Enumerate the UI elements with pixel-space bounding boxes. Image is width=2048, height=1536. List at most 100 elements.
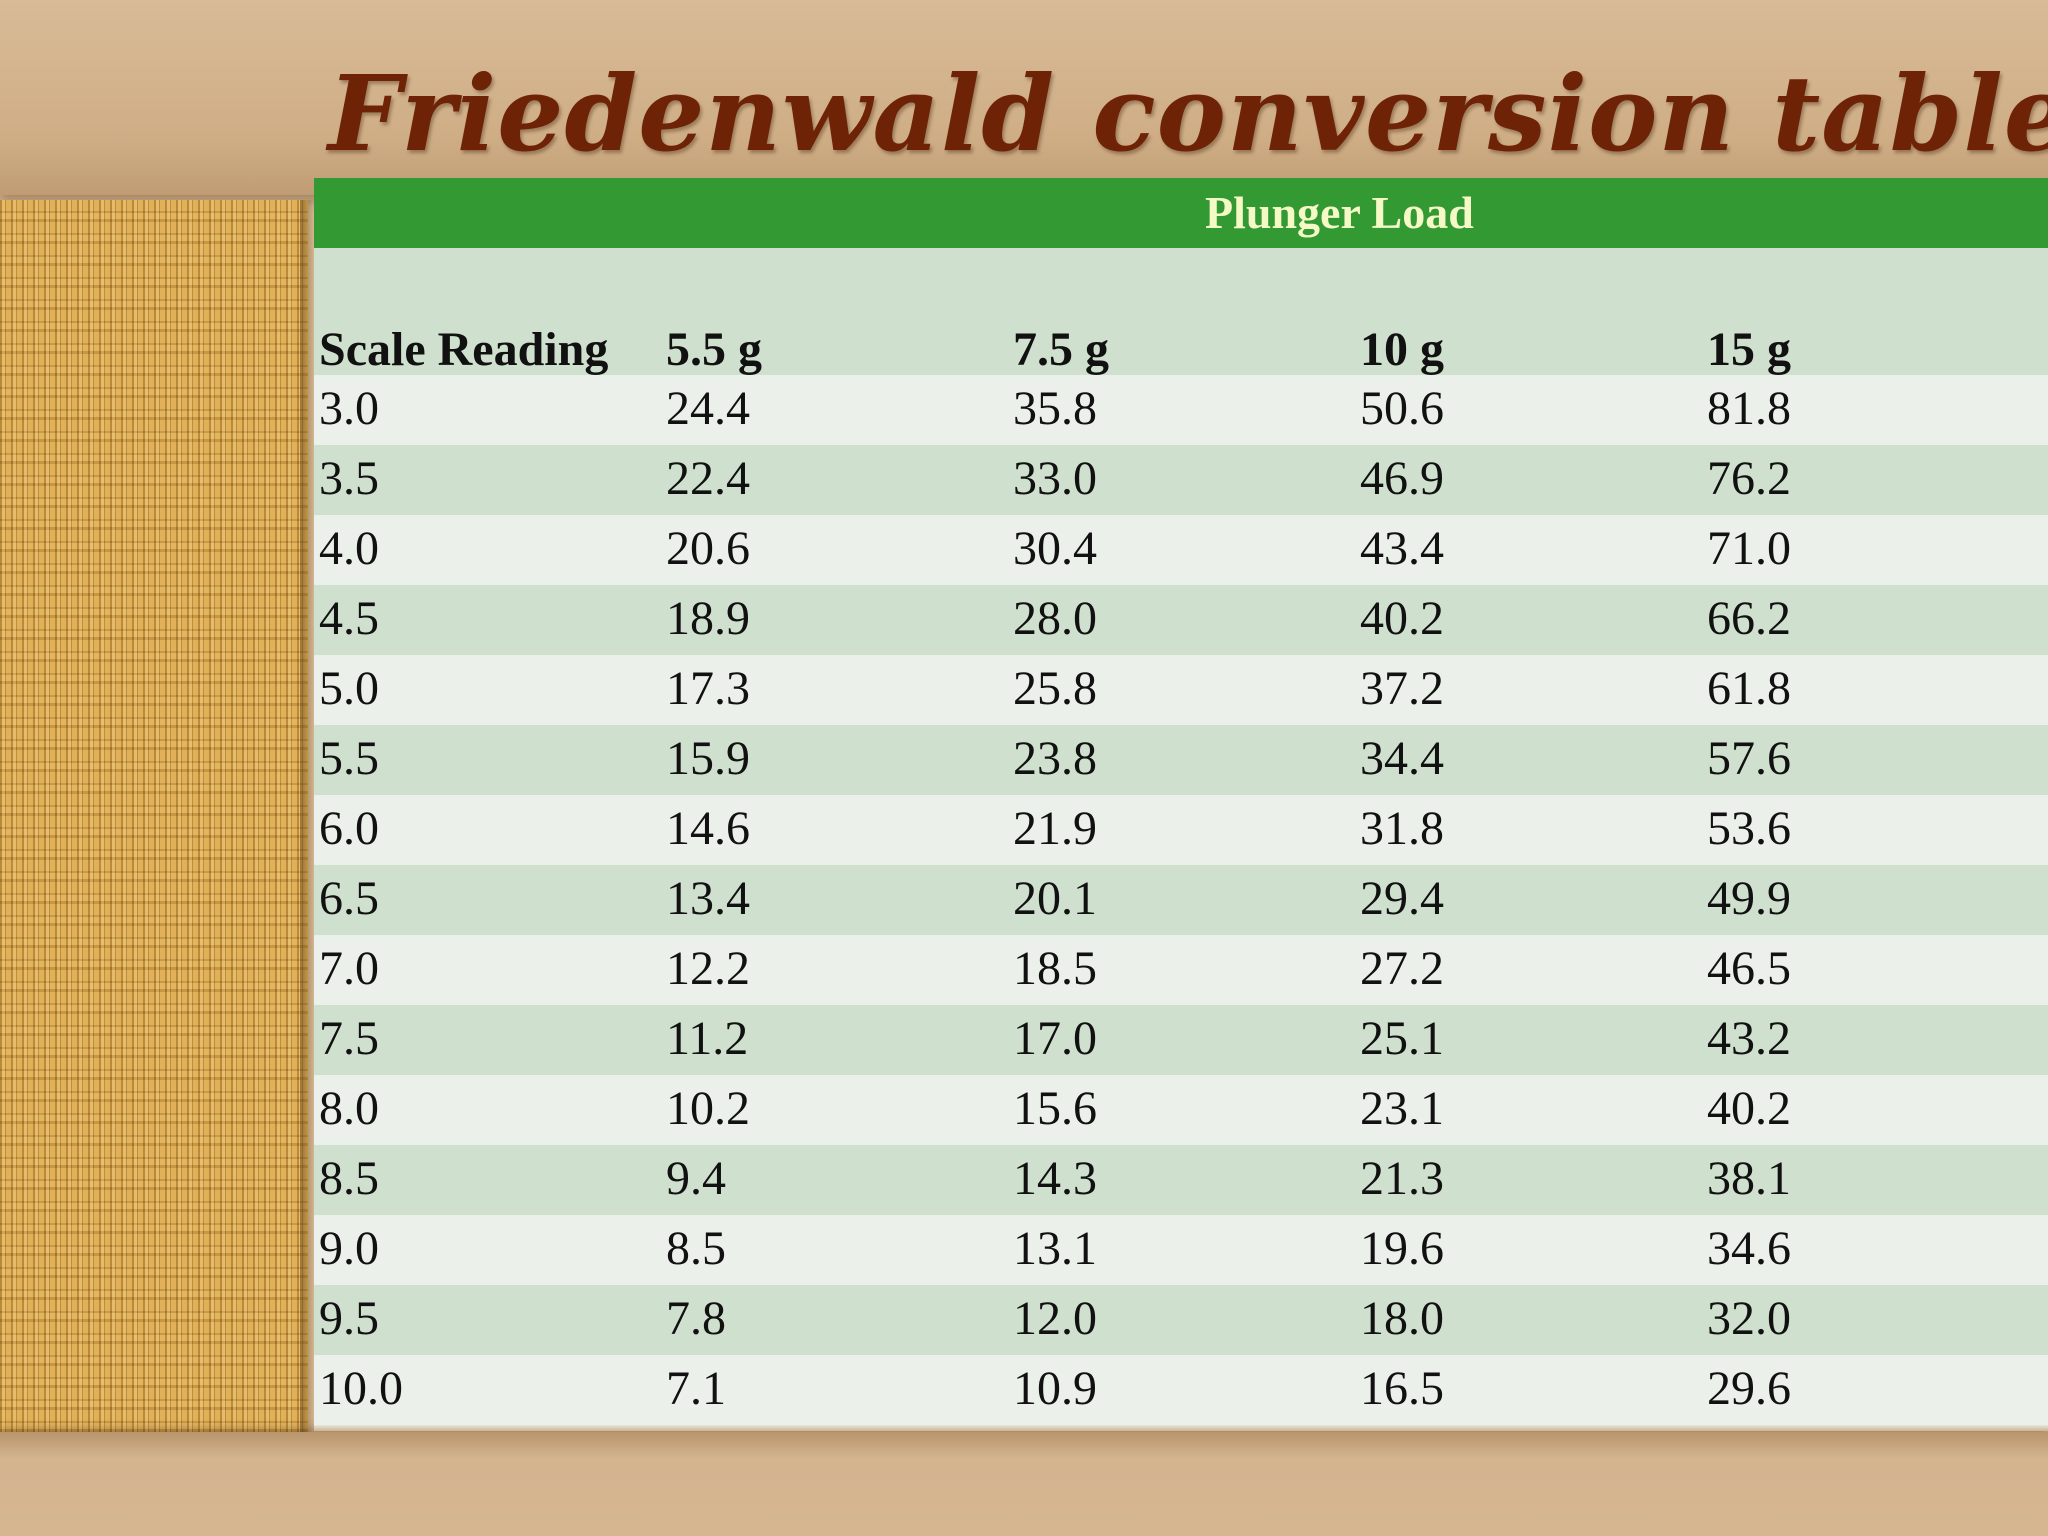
texture-shadow — [300, 200, 314, 1432]
scale-reading-cell: 9.5 — [319, 1292, 379, 1345]
table-cell: 19.6 — [1360, 1222, 1444, 1275]
scale-reading-cell: 5.5 — [319, 732, 379, 785]
table-cell: 27.2 — [1360, 942, 1444, 995]
table-row: 5.5 15.9 23.8 34.4 57.6 — [314, 725, 2048, 795]
table-cell: 53.6 — [1707, 802, 1791, 855]
scale-reading-cell: 8.0 — [319, 1082, 379, 1135]
table-cell: 13.4 — [666, 872, 750, 925]
table-cell: 8.5 — [666, 1222, 726, 1275]
table-cell: 32.0 — [1707, 1292, 1791, 1345]
table-cell: 22.4 — [666, 452, 750, 505]
table-cell: 17.3 — [666, 662, 750, 715]
table-cell: 23.1 — [1360, 1082, 1444, 1135]
table-cell: 11.2 — [666, 1012, 749, 1065]
table-cell: 30.4 — [1013, 522, 1097, 575]
column-header-scale-reading: Scale Reading — [319, 323, 609, 376]
scale-reading-cell: 5.0 — [319, 662, 379, 715]
table-cell: 46.5 — [1707, 942, 1791, 995]
column-header-15g: 15 g — [1707, 323, 1791, 376]
table-cell: 71.0 — [1707, 522, 1791, 575]
table-row: 7.0 12.2 18.5 27.2 46.5 — [314, 935, 2048, 1005]
table-cell: 20.1 — [1013, 872, 1097, 925]
table-row: 6.5 13.4 20.1 29.4 49.9 — [314, 865, 2048, 935]
table-cell: 34.6 — [1707, 1222, 1791, 1275]
bottom-band — [0, 1432, 2048, 1536]
table-cell: 33.0 — [1013, 452, 1097, 505]
table-row: 7.5 11.2 17.0 25.1 43.2 — [314, 1005, 2048, 1075]
table-cell: 9.4 — [666, 1152, 726, 1205]
table-cell: 14.6 — [666, 802, 750, 855]
slide-title: Friedenwald conversion table — [328, 52, 2048, 175]
table-cell: 50.6 — [1360, 382, 1444, 435]
plunger-load-label: Plunger Load — [1205, 187, 1474, 238]
column-header-10g: 10 g — [1360, 323, 1444, 376]
table-cell: 25.1 — [1360, 1012, 1444, 1065]
column-header-row: Scale Reading 5.5 g 7.5 g 10 g 15 g — [314, 248, 2048, 375]
table-cell: 66.2 — [1707, 592, 1791, 645]
column-header-7-5g: 7.5 g — [1013, 323, 1109, 376]
table-bottom-edge — [314, 1425, 2048, 1431]
table-cell: 61.8 — [1707, 662, 1791, 715]
table-cell: 31.8 — [1360, 802, 1444, 855]
table-cell: 14.3 — [1013, 1152, 1097, 1205]
table-row: 8.0 10.2 15.6 23.1 40.2 — [314, 1075, 2048, 1145]
table-row: 3.5 22.4 33.0 46.9 76.2 — [314, 445, 2048, 515]
table-cell: 81.8 — [1707, 382, 1791, 435]
table-cell: 17.0 — [1013, 1012, 1097, 1065]
table-row: 9.5 7.8 12.0 18.0 32.0 — [314, 1285, 2048, 1355]
table-cell: 25.8 — [1013, 662, 1097, 715]
table-cell: 43.2 — [1707, 1012, 1791, 1065]
table-body: 3.0 24.4 35.8 50.6 81.8 3.5 22.4 33.0 46.9 76.2 4.… — [314, 375, 2048, 1425]
table-cell: 43.4 — [1360, 522, 1444, 575]
woven-texture-panel — [0, 200, 308, 1432]
table-cell: 20.6 — [666, 522, 750, 575]
table-row: 4.5 18.9 28.0 40.2 66.2 — [314, 585, 2048, 655]
scale-reading-cell: 9.0 — [319, 1222, 379, 1275]
scale-reading-cell: 7.5 — [319, 1012, 379, 1065]
table-cell: 21.3 — [1360, 1152, 1444, 1205]
table-cell: 18.0 — [1360, 1292, 1444, 1345]
table-cell: 34.4 — [1360, 732, 1444, 785]
table-cell: 18.5 — [1013, 942, 1097, 995]
table-cell: 76.2 — [1707, 452, 1791, 505]
table-cell: 46.9 — [1360, 452, 1444, 505]
table-cell: 7.8 — [666, 1292, 726, 1345]
column-header-5-5g: 5.5 g — [666, 323, 762, 376]
table-row: 10.0 7.1 10.9 16.5 29.6 — [314, 1355, 2048, 1425]
table-row: 3.0 24.4 35.8 50.6 81.8 — [314, 375, 2048, 445]
table-cell: 10.9 — [1013, 1362, 1097, 1415]
table-cell: 38.1 — [1707, 1152, 1791, 1205]
table-row: 9.0 8.5 13.1 19.6 34.6 — [314, 1215, 2048, 1285]
table-cell: 15.9 — [666, 732, 750, 785]
table-cell: 16.5 — [1360, 1362, 1444, 1415]
table-cell: 12.0 — [1013, 1292, 1097, 1345]
table-row: 8.5 9.4 14.3 21.3 38.1 — [314, 1145, 2048, 1215]
table-cell: 40.2 — [1360, 592, 1444, 645]
table-cell: 40.2 — [1707, 1082, 1791, 1135]
table-cell: 35.8 — [1013, 382, 1097, 435]
scale-reading-cell: 3.5 — [319, 452, 379, 505]
scale-reading-cell: 6.5 — [319, 872, 379, 925]
table-cell: 10.2 — [666, 1082, 750, 1135]
scale-reading-cell: 8.5 — [319, 1152, 379, 1205]
table-row: 6.0 14.6 21.9 31.8 53.6 — [314, 795, 2048, 865]
table-cell: 12.2 — [666, 942, 750, 995]
table-cell: 57.6 — [1707, 732, 1791, 785]
table-row: 5.0 17.3 25.8 37.2 61.8 — [314, 655, 2048, 725]
table-cell: 29.6 — [1707, 1362, 1791, 1415]
scale-reading-cell: 4.5 — [319, 592, 379, 645]
table-cell: 24.4 — [666, 382, 750, 435]
top-band — [0, 0, 2048, 195]
table-cell: 29.4 — [1360, 872, 1444, 925]
table-group-header: Plunger Load — [314, 178, 2048, 248]
table-cell: 18.9 — [666, 592, 750, 645]
conversion-table: Plunger Load Scale Reading 5.5 g 7.5 g 1… — [314, 178, 2048, 1431]
table-cell: 23.8 — [1013, 732, 1097, 785]
scale-reading-cell: 3.0 — [319, 382, 379, 435]
table-cell: 13.1 — [1013, 1222, 1097, 1275]
table-cell: 49.9 — [1707, 872, 1791, 925]
scale-reading-cell: 7.0 — [319, 942, 379, 995]
table-cell: 21.9 — [1013, 802, 1097, 855]
table-cell: 15.6 — [1013, 1082, 1097, 1135]
scale-reading-cell: 10.0 — [319, 1362, 403, 1415]
